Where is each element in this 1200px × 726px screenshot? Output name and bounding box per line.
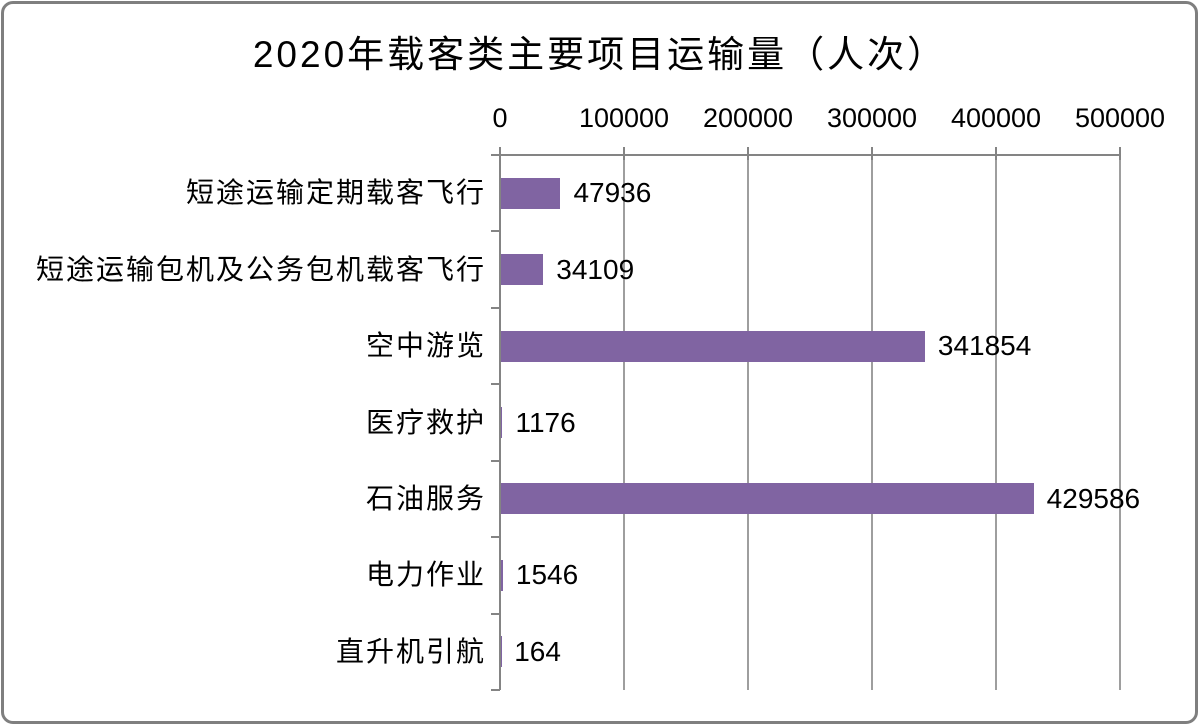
category-label: 电力作业 [365,559,486,591]
category-axis-tick [491,383,500,386]
value-axis-tick [1119,147,1121,160]
category-label: 医疗救护 [365,406,486,438]
value-axis-tick [499,147,501,160]
data-label: 164 [514,635,561,667]
gridline [747,155,749,690]
bar [501,407,503,438]
category-label: 空中游览 [365,330,486,362]
category-axis-tick [491,459,500,462]
category-axis-tick [491,536,500,539]
value-axis-tick [747,147,749,160]
value-axis-tick [623,147,625,160]
value-axis-tick-label: 100000 [578,103,670,133]
value-axis-tick [871,147,873,160]
value-axis-tick [995,147,997,160]
category-axis-tick [491,306,500,309]
bar [501,559,503,591]
value-axis-tick-label: 500000 [1074,103,1166,133]
data-label: 429586 [1046,482,1141,514]
data-label: 1176 [515,406,576,438]
bar [501,254,544,286]
category-axis-tick [491,230,500,233]
value-axis-tick-label: 400000 [950,103,1042,133]
category-label: 直升机引航 [335,635,486,667]
gridline [995,155,997,690]
value-axis-tick-label: 300000 [826,103,918,133]
category-axis-tick [491,689,500,691]
category-label: 石油服务 [365,482,486,514]
gridline [1119,155,1121,690]
chart-title: 2020年载客类主要项目运输量（人次） [252,34,948,75]
category-axis-line [499,155,501,690]
data-label: 341854 [937,330,1032,362]
gridline [871,155,873,690]
bar [501,177,561,209]
gridline [623,155,625,690]
bar [501,330,925,362]
category-label: 短途运输包机及公务包机载客飞行 [35,253,486,285]
data-label: 1546 [515,559,579,591]
value-axis-tick-label: 200000 [702,103,794,133]
value-axis-tick-label: 0 [492,103,508,133]
value-axis-line [499,154,1121,156]
category-axis-tick [491,154,500,156]
data-label: 47936 [573,177,652,209]
data-label: 34109 [556,253,635,285]
category-label: 短途运输定期载客飞行 [185,177,486,209]
category-axis-tick [491,612,500,615]
bar [501,483,1034,515]
